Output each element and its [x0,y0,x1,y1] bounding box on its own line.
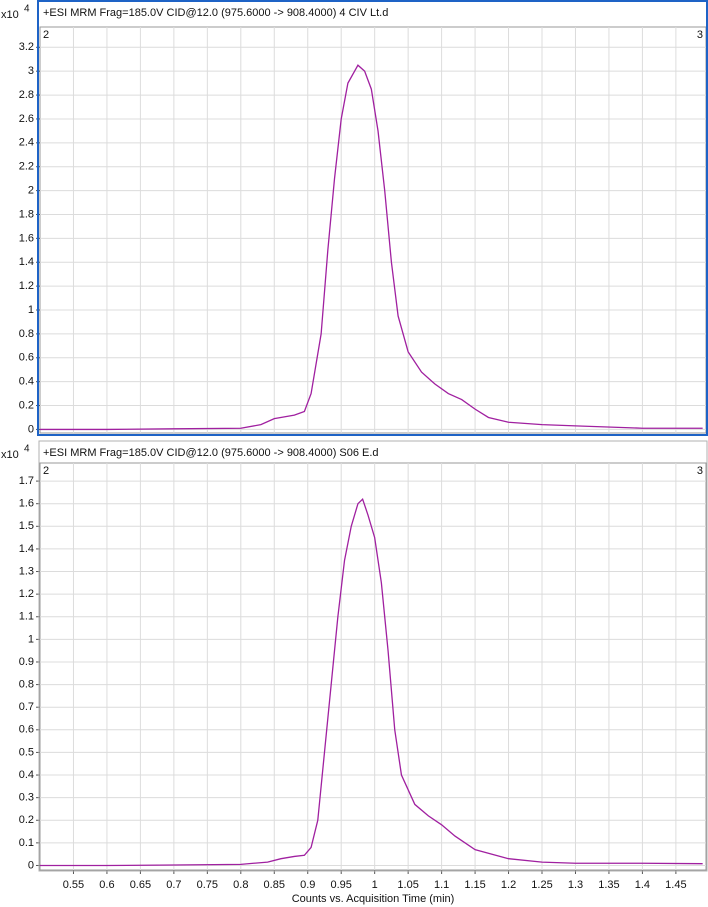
y-tick-label: 0.5 [19,746,34,758]
y-tick-label: 1.4 [19,256,34,268]
x-tick-label: 1 [372,879,378,891]
x-tick-label: 1.15 [464,879,485,891]
y-tick-label: 0.6 [19,724,34,736]
x-tick-label: 0.9 [300,879,315,891]
x-tick-label: 0.65 [130,879,151,891]
y-tick-label: 1.7 [19,475,34,487]
panel-frame [38,440,708,872]
x-tick-label: 0.75 [197,879,218,891]
multiplier-base: x10 [1,449,19,461]
plot-area [39,26,707,434]
chart-title: +ESI MRM Frag=185.0V CID@12.0 (975.6000 … [43,447,379,459]
panel-frame [37,0,708,436]
y-tick-label: 1.1 [19,611,34,623]
chromatogram-trace [40,64,703,431]
x-tick-label: 0.95 [330,879,351,891]
corner-label: 2 [43,465,49,477]
y-tick-label: 1.2 [19,280,34,292]
x-tick-label: 0.55 [63,879,84,891]
y-tick-label: 0.8 [19,678,34,690]
y-tick-label: 0.4 [19,769,34,781]
y-tick-label: 2.8 [19,89,34,101]
y-tick-label: 0.6 [19,352,34,364]
y-tick-label: 1.6 [19,232,34,244]
x-tick-label: 0.85 [264,879,285,891]
x-tick-label: 1.4 [635,879,650,891]
y-tick-label: 0.9 [19,656,34,668]
y-tick-label: 0.7 [19,701,34,713]
chart-title: +ESI MRM Frag=185.0V CID@12.0 (975.6000 … [43,7,388,19]
y-tick-label: 0.8 [19,328,34,340]
x-tick-label: 1.1 [434,879,449,891]
chromatogram-trace [40,498,703,867]
x-tick-label: 1.25 [531,879,552,891]
y-tick-label: 0.2 [19,814,34,826]
y-tick-label: 1 [28,304,34,316]
y-tick-label: 2 [28,185,34,197]
multiplier-exponent: 4 [24,4,30,15]
y-tick-label: 1.4 [19,543,34,555]
y-tick-label: 1.3 [19,565,34,577]
x-tick-label: 1.3 [568,879,583,891]
corner-label: 3 [697,465,703,477]
y-tick-label: 1 [28,633,34,645]
y-tick-label: 1.6 [19,498,34,510]
multiplier-exponent: 4 [24,444,30,455]
y-tick-label: 0.3 [19,792,34,804]
y-tick-label: 2.2 [19,161,34,173]
y-tick-label: 0.1 [19,837,34,849]
x-tick-label: 0.6 [99,879,114,891]
y-tick-label: 1.2 [19,588,34,600]
y-tick-label: 0 [28,859,34,871]
x-tick-label: 1.05 [397,879,418,891]
y-tick-label: 2.6 [19,113,34,125]
y-tick-label: 3.2 [19,41,34,53]
corner-label: 3 [697,29,703,41]
x-tick-label: 0.8 [233,879,248,891]
y-tick-label: 0.2 [19,399,34,411]
multiplier-base: x10 [1,9,19,21]
x-tick-label: 1.2 [501,879,516,891]
corner-label: 2 [43,29,49,41]
y-tick-label: 0.4 [19,376,34,388]
y-tick-label: 3 [28,65,34,77]
y-tick-label: 0 [28,423,34,435]
y-tick-label: 1.8 [19,208,34,220]
plot-area [39,462,707,871]
y-tick-label: 1.5 [19,520,34,532]
x-tick-label: 0.7 [166,879,181,891]
y-tick-label: 2.4 [19,137,34,149]
x-tick-label: 1.35 [598,879,619,891]
x-axis-label: Counts vs. Acquisition Time (min) [292,893,455,905]
x-tick-label: 1.45 [665,879,686,891]
